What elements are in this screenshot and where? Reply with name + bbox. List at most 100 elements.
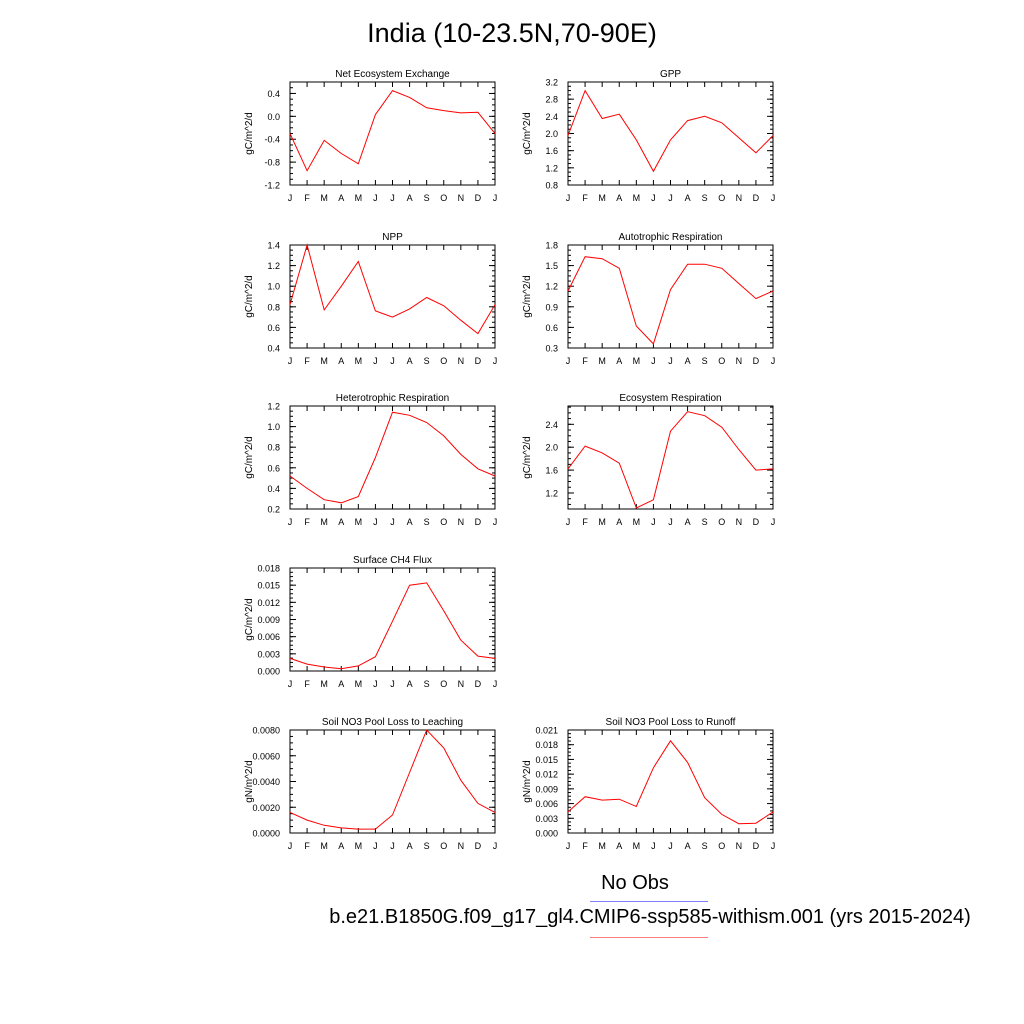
plot-frame (567, 729, 774, 834)
x-tick-label: F (304, 517, 310, 527)
x-tick-label: F (582, 517, 588, 527)
y-tick-label: 0.006 (535, 799, 558, 809)
y-axis-label: gC/m^2/d (244, 436, 255, 479)
y-tick-label: 2.0 (545, 443, 558, 453)
x-tick-label: J (390, 193, 395, 203)
x-tick-label: J (566, 356, 571, 366)
y-tick-label: 0.9 (545, 302, 558, 312)
y-tick-label: 0.6 (267, 463, 280, 473)
y-tick-label: 1.6 (545, 466, 558, 476)
x-tick-label: N (458, 679, 465, 689)
y-tick-label: 0.0 (267, 112, 280, 122)
x-tick-label: N (458, 517, 465, 527)
x-tick-label: M (355, 517, 363, 527)
x-tick-label: J (373, 356, 378, 366)
x-tick-label: A (616, 517, 622, 527)
y-tick-label: 0.4 (267, 89, 280, 99)
y-axis-label: gC/m^2/d (244, 275, 255, 318)
plot-frame (567, 405, 774, 510)
x-tick-label: A (616, 841, 622, 851)
x-tick-label: S (424, 841, 430, 851)
series-line (289, 89, 496, 172)
plot-frame (567, 81, 774, 186)
y-tick-label: -0.8 (264, 158, 280, 168)
y-axis-label: gC/m^2/d (522, 436, 533, 479)
x-tick-label: J (288, 679, 293, 689)
x-tick-label: M (633, 841, 641, 851)
x-tick-label: N (458, 356, 465, 366)
x-tick-label: J (566, 841, 571, 851)
x-tick-label: F (304, 356, 310, 366)
y-tick-label: 0.0080 (252, 726, 280, 736)
x-tick-label: D (475, 517, 482, 527)
y-tick-label: -1.2 (264, 181, 280, 191)
x-tick-label: A (685, 356, 691, 366)
x-tick-label: O (718, 356, 725, 366)
series-line (567, 411, 774, 509)
y-tick-label: 0.000 (535, 829, 558, 839)
y-tick-label: 0.3 (545, 344, 558, 354)
x-tick-label: S (702, 517, 708, 527)
x-tick-label: J (493, 517, 498, 527)
x-tick-label: S (424, 679, 430, 689)
x-tick-label: J (668, 841, 673, 851)
x-tick-label: A (685, 841, 691, 851)
x-tick-label: O (440, 841, 447, 851)
y-tick-label: 0.2 (267, 505, 280, 515)
x-tick-label: O (718, 517, 725, 527)
x-tick-label: F (582, 193, 588, 203)
legend-case-label: b.e21.B1850G.f09_g17_gl4.CMIP6-ssp585-wi… (329, 906, 971, 928)
x-tick-label: J (651, 193, 656, 203)
x-tick-label: A (685, 193, 691, 203)
y-tick-label: 1.2 (267, 402, 280, 412)
x-tick-label: J (493, 841, 498, 851)
x-tick-label: D (753, 356, 760, 366)
x-tick-label: N (736, 356, 743, 366)
y-tick-label: 0.021 (535, 726, 558, 736)
chart-title: Surface CH4 Flux (353, 555, 432, 566)
x-tick-label: J (493, 356, 498, 366)
x-tick-label: M (633, 517, 641, 527)
x-tick-label: S (702, 356, 708, 366)
y-axis-label: gC/m^2/d (522, 112, 533, 155)
series-line (289, 411, 496, 504)
x-tick-label: D (753, 517, 760, 527)
y-tick-label: 0.0020 (252, 803, 280, 813)
y-tick-label: 0.8 (545, 181, 558, 191)
x-tick-label: O (718, 193, 725, 203)
x-tick-label: A (407, 193, 413, 203)
x-tick-label: F (304, 841, 310, 851)
x-tick-label: A (407, 356, 413, 366)
x-tick-label: J (373, 193, 378, 203)
x-tick-label: A (407, 679, 413, 689)
x-tick-label: N (458, 193, 465, 203)
chart-title: GPP (660, 69, 681, 80)
x-tick-label: N (736, 841, 743, 851)
chart-title: Autotrophic Respiration (619, 232, 723, 243)
chart-title: Heterotrophic Respiration (336, 393, 449, 404)
y-tick-label: 0.4 (267, 344, 280, 354)
x-tick-label: A (338, 356, 344, 366)
series-line (567, 739, 774, 825)
x-tick-label: M (598, 193, 606, 203)
x-tick-label: J (493, 679, 498, 689)
y-tick-label: 0.4 (267, 484, 280, 494)
x-tick-label: M (355, 679, 363, 689)
series-line (289, 582, 496, 670)
y-tick-label: 0.0040 (252, 777, 280, 787)
x-tick-label: J (390, 356, 395, 366)
x-tick-label: J (668, 517, 673, 527)
x-tick-label: J (288, 841, 293, 851)
y-axis-label: gC/m^2/d (522, 275, 533, 318)
x-tick-label: D (753, 193, 760, 203)
x-tick-label: O (440, 679, 447, 689)
y-tick-label: 1.2 (545, 163, 558, 173)
x-tick-label: S (702, 841, 708, 851)
y-tick-label: 1.6 (545, 146, 558, 156)
x-tick-label: J (771, 356, 776, 366)
x-tick-label: S (424, 356, 430, 366)
